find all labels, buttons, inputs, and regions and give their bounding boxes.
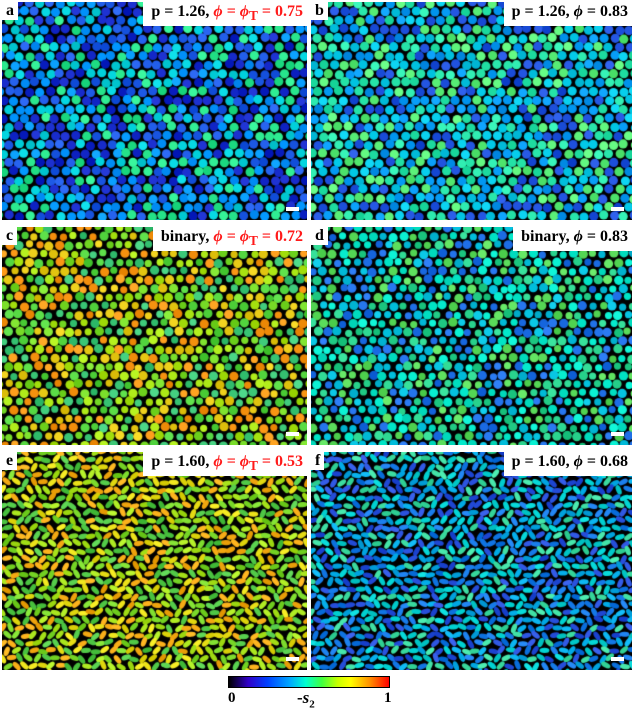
- scale-bar: [611, 432, 624, 436]
- panel-letter: b: [311, 2, 328, 20]
- colorbar-gradient: [228, 676, 390, 688]
- scale-bar: [286, 432, 299, 436]
- panel-label: p = 1.26, ϕ = ϕT = 0.75: [143, 2, 307, 27]
- panel-label: p = 1.60, ϕ = ϕT = 0.53: [143, 452, 307, 477]
- panel-f: f p = 1.60, ϕ = 0.68: [311, 452, 632, 670]
- panel-label: p = 1.26, ϕ = 0.83: [503, 2, 632, 27]
- particle-image: [2, 227, 307, 445]
- colorbar-max-label: 1: [384, 690, 392, 706]
- particle-image: [2, 2, 307, 220]
- panel-label: p = 1.60, ϕ = 0.68: [503, 452, 632, 477]
- colorbar: [228, 676, 390, 688]
- particle-image: [311, 2, 632, 220]
- scale-bar: [611, 207, 624, 211]
- colorbar-min-label: 0: [228, 690, 236, 706]
- panel-letter: c: [2, 227, 18, 245]
- panel-letter: a: [2, 2, 18, 20]
- panel-letter: f: [311, 452, 325, 470]
- particle-image: [311, 227, 632, 445]
- panel-label: binary, ϕ = 0.83: [513, 227, 632, 252]
- panel-d: d binary, ϕ = 0.83: [311, 227, 632, 445]
- colorbar-variable-label: -s2: [297, 688, 315, 711]
- scale-bar: [286, 657, 299, 661]
- panel-b: b p = 1.26, ϕ = 0.83: [311, 2, 632, 220]
- particle-image: [2, 452, 307, 670]
- panel-e: e p = 1.60, ϕ = ϕT = 0.53: [2, 452, 307, 670]
- panel-letter: d: [311, 227, 328, 245]
- scale-bar: [611, 657, 624, 661]
- panel-letter: e: [2, 452, 18, 470]
- panel-a: a p = 1.26, ϕ = ϕT = 0.75: [2, 2, 307, 220]
- scale-bar: [286, 207, 299, 211]
- particle-image: [311, 452, 632, 670]
- panel-label: binary, ϕ = ϕT = 0.72: [152, 227, 307, 252]
- panel-c: c binary, ϕ = ϕT = 0.72: [2, 227, 307, 445]
